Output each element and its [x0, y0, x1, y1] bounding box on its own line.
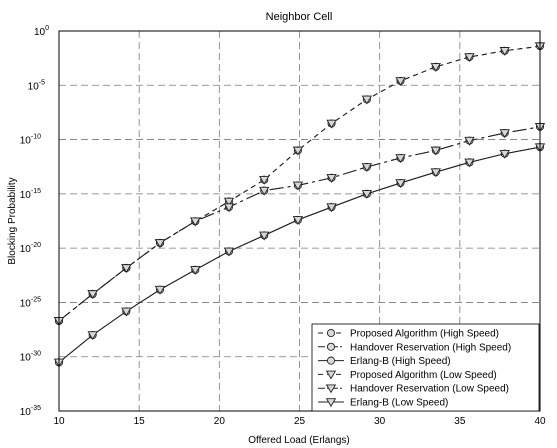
- data-point-triangle: [154, 239, 166, 249]
- data-point-triangle: [121, 264, 132, 274]
- data-point-triangle: [259, 175, 270, 185]
- legend-marker-triangle: [325, 384, 337, 394]
- data-point-triangle: [223, 203, 235, 213]
- legend-label: Erlang-B (Low Speed): [350, 398, 448, 409]
- legend-label: Proposed Algorithm (High Speed): [350, 329, 499, 340]
- data-point-triangle: [430, 63, 441, 72]
- data-point-triangle: [292, 146, 304, 156]
- legend-label: Handover Reservation (Low Speed): [350, 384, 509, 395]
- series-layer: [53, 42, 546, 368]
- data-point-triangle: [259, 231, 270, 241]
- legend-entry: Handover Reservation (High Speed): [318, 342, 511, 353]
- data-point-triangle: [430, 168, 441, 178]
- plot-frame: [58, 30, 541, 412]
- data-point-triangle: [87, 290, 98, 300]
- data-point-triangle: [87, 331, 98, 341]
- data-point-triangle: [326, 174, 337, 183]
- legend-entry: Proposed Algorithm (High Speed): [318, 329, 499, 340]
- legend-label: Erlang-B (High Speed): [350, 356, 451, 367]
- tick-labels: 10 15 20 25 30 35 40 100 10-5 10-10 10-15 10-20 10-2…: [20, 25, 546, 427]
- legend-entries: Proposed Algorithm (High Speed) Handover …: [318, 329, 511, 409]
- data-point-triangle: [499, 129, 510, 139]
- legend-entry: Erlang-B (Low Speed): [318, 398, 448, 409]
- legend-marker-circle: [326, 342, 336, 351]
- legend-marker-circle: [326, 328, 336, 338]
- data-point-triangle: [430, 146, 441, 156]
- legend-marker-triangle: [325, 398, 337, 408]
- data-point-triangle: [326, 203, 337, 213]
- x-tick-label: 35: [454, 416, 466, 427]
- y-axis-label: Blocking Probability: [7, 177, 18, 264]
- y-tick-label: 10-20: [20, 242, 41, 255]
- legend-marker-triangle: [325, 370, 337, 380]
- data-point-triangle: [259, 186, 270, 196]
- data-point-triangle: [190, 217, 201, 227]
- y-tick-label: 10-30: [20, 351, 41, 364]
- data-point-triangle: [499, 47, 510, 56]
- series-4: [53, 42, 546, 326]
- data-point-triangle: [361, 190, 373, 199]
- x-tick-label: 10: [53, 416, 65, 427]
- data-point-triangle: [361, 163, 373, 173]
- data-point-triangle: [154, 285, 166, 295]
- series-line: [58, 45, 541, 322]
- legend-marker-circle: [326, 356, 336, 365]
- legend: Proposed Algorithm (High Speed) Handover …: [311, 323, 540, 412]
- data-point-triangle: [395, 179, 406, 189]
- y-tick-label: 100: [34, 25, 49, 38]
- data-point-triangle: [499, 149, 510, 159]
- y-tick-label: 10-15: [20, 188, 41, 201]
- y-tick-label: 10-10: [20, 134, 41, 147]
- data-point-triangle: [361, 95, 373, 105]
- x-tick-label: 20: [214, 416, 226, 427]
- data-point-triangle: [464, 136, 475, 146]
- chart-title: Neighbor Cell: [266, 11, 333, 23]
- legend-label: Proposed Algorithm (Low Speed): [350, 370, 497, 381]
- data-point-triangle: [292, 216, 304, 225]
- x-tick-label: 15: [134, 416, 146, 427]
- data-point-triangle: [326, 119, 337, 129]
- y-tick-label: 10-35: [20, 405, 41, 418]
- y-tick-label: 10-25: [20, 296, 41, 309]
- legend-entry: Erlang-B (High Speed): [318, 356, 451, 367]
- x-tick-label: 30: [374, 416, 386, 427]
- data-point-triangle: [395, 77, 406, 87]
- data-point-triangle: [223, 247, 235, 257]
- data-point-triangle: [395, 154, 406, 164]
- x-tick-label: 25: [294, 416, 306, 427]
- legend-label: Handover Reservation (High Speed): [350, 342, 511, 353]
- y-tick-label: 10-5: [28, 79, 45, 92]
- data-point-triangle: [121, 307, 132, 317]
- legend-box: [311, 323, 540, 412]
- data-point-triangle: [223, 197, 235, 207]
- data-point-triangle: [190, 266, 201, 275]
- data-point-triangle: [464, 53, 475, 63]
- legend-entry: Handover Reservation (Low Speed): [318, 384, 509, 395]
- legend-entry: Proposed Algorithm (Low Speed): [318, 370, 497, 381]
- data-point-triangle: [292, 181, 304, 191]
- data-point-triangle: [464, 158, 475, 168]
- x-axis-label: Offered Load (Erlangs): [248, 435, 350, 446]
- x-tick-label: 40: [534, 416, 546, 427]
